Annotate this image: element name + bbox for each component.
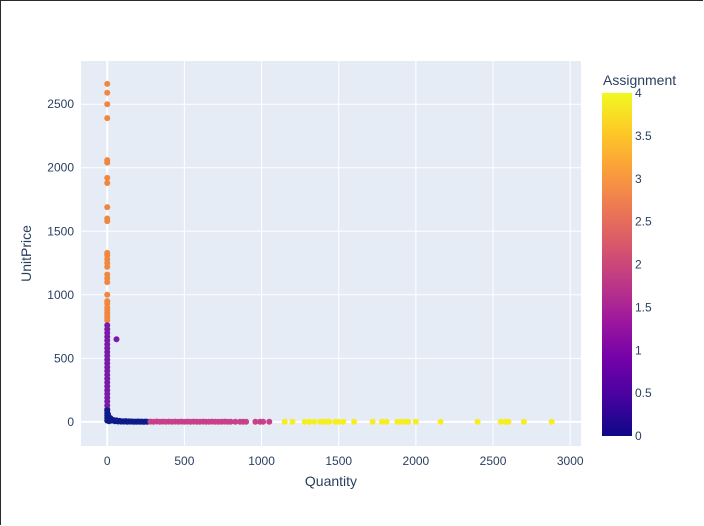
data-point — [232, 418, 239, 425]
data-point — [104, 204, 111, 211]
data-point — [437, 418, 444, 425]
data-point — [281, 418, 288, 425]
data-point — [260, 418, 267, 425]
x-tick-label: 500 — [174, 454, 194, 468]
colorbar-tick-label: 4 — [635, 86, 642, 100]
y-tick-label: 2000 — [47, 161, 74, 175]
data-point — [340, 418, 347, 425]
data-point — [311, 418, 318, 425]
data-point — [548, 418, 555, 425]
data-point — [474, 418, 481, 425]
data-point — [289, 418, 296, 425]
data-point — [104, 263, 111, 270]
x-tick-label: 3000 — [557, 454, 584, 468]
data-point — [335, 418, 342, 425]
data-point — [104, 174, 111, 181]
colorbar-tick-labels: 0 0.5 1 1.5 2 2.5 3 3.5 4 — [635, 86, 652, 443]
data-point — [104, 89, 111, 96]
data-point — [104, 317, 111, 324]
colorbar-tick-label: 2 — [635, 258, 642, 272]
data-point — [351, 418, 358, 425]
x-tick-label: 2000 — [403, 454, 430, 468]
x-tick-labels: 0 500 1000 1500 2000 2500 3000 — [104, 454, 584, 468]
colorbar-tick-label: 3 — [635, 172, 642, 186]
y-tick-label: 500 — [54, 351, 74, 365]
data-point — [104, 218, 111, 225]
data-point — [405, 418, 412, 425]
y-tick-label: 0 — [67, 415, 74, 429]
data-point — [505, 418, 512, 425]
data-point — [252, 418, 259, 425]
data-point — [301, 418, 308, 425]
data-point — [113, 336, 120, 343]
colorbar-tick-label: 1 — [635, 343, 642, 357]
plot-area — [81, 61, 581, 446]
x-tick-label: 2500 — [480, 454, 507, 468]
data-point — [497, 418, 504, 425]
x-tick-label: 1000 — [248, 454, 275, 468]
y-tick-label: 1000 — [47, 288, 74, 302]
colorbar-tick-label: 1.5 — [635, 300, 652, 314]
data-points — [104, 80, 555, 425]
data-point — [266, 418, 273, 425]
data-point — [104, 291, 111, 298]
data-point — [104, 115, 111, 122]
data-point — [104, 159, 111, 166]
colorbar-tick-label: 3.5 — [635, 129, 652, 143]
y-tick-label: 2500 — [47, 97, 74, 111]
data-point — [383, 418, 390, 425]
data-point — [326, 418, 333, 425]
colorbar-title: Assignment — [603, 72, 676, 88]
data-point — [243, 418, 250, 425]
x-tick-label: 1500 — [325, 454, 352, 468]
data-point — [104, 80, 111, 87]
x-tick-label: 0 — [104, 454, 111, 468]
colorbar-tick-label: 0 — [635, 429, 642, 443]
y-tick-label: 1500 — [47, 224, 74, 238]
data-point — [104, 101, 111, 108]
data-point — [306, 418, 313, 425]
data-point — [397, 418, 404, 425]
data-point — [227, 418, 234, 425]
data-point — [412, 418, 419, 425]
colorbar-tick-label: 2.5 — [635, 215, 652, 229]
colorbar — [602, 93, 632, 436]
data-point — [520, 418, 527, 425]
data-point — [104, 179, 111, 186]
colorbar-tick-label: 0.5 — [635, 386, 652, 400]
y-tick-labels: 0 500 1000 1500 2000 2500 — [47, 97, 74, 429]
x-axis-label: Quantity — [305, 473, 357, 489]
data-point — [104, 279, 111, 286]
data-point — [378, 418, 385, 425]
data-point — [369, 418, 376, 425]
y-axis-label: UnitPrice — [18, 225, 34, 282]
